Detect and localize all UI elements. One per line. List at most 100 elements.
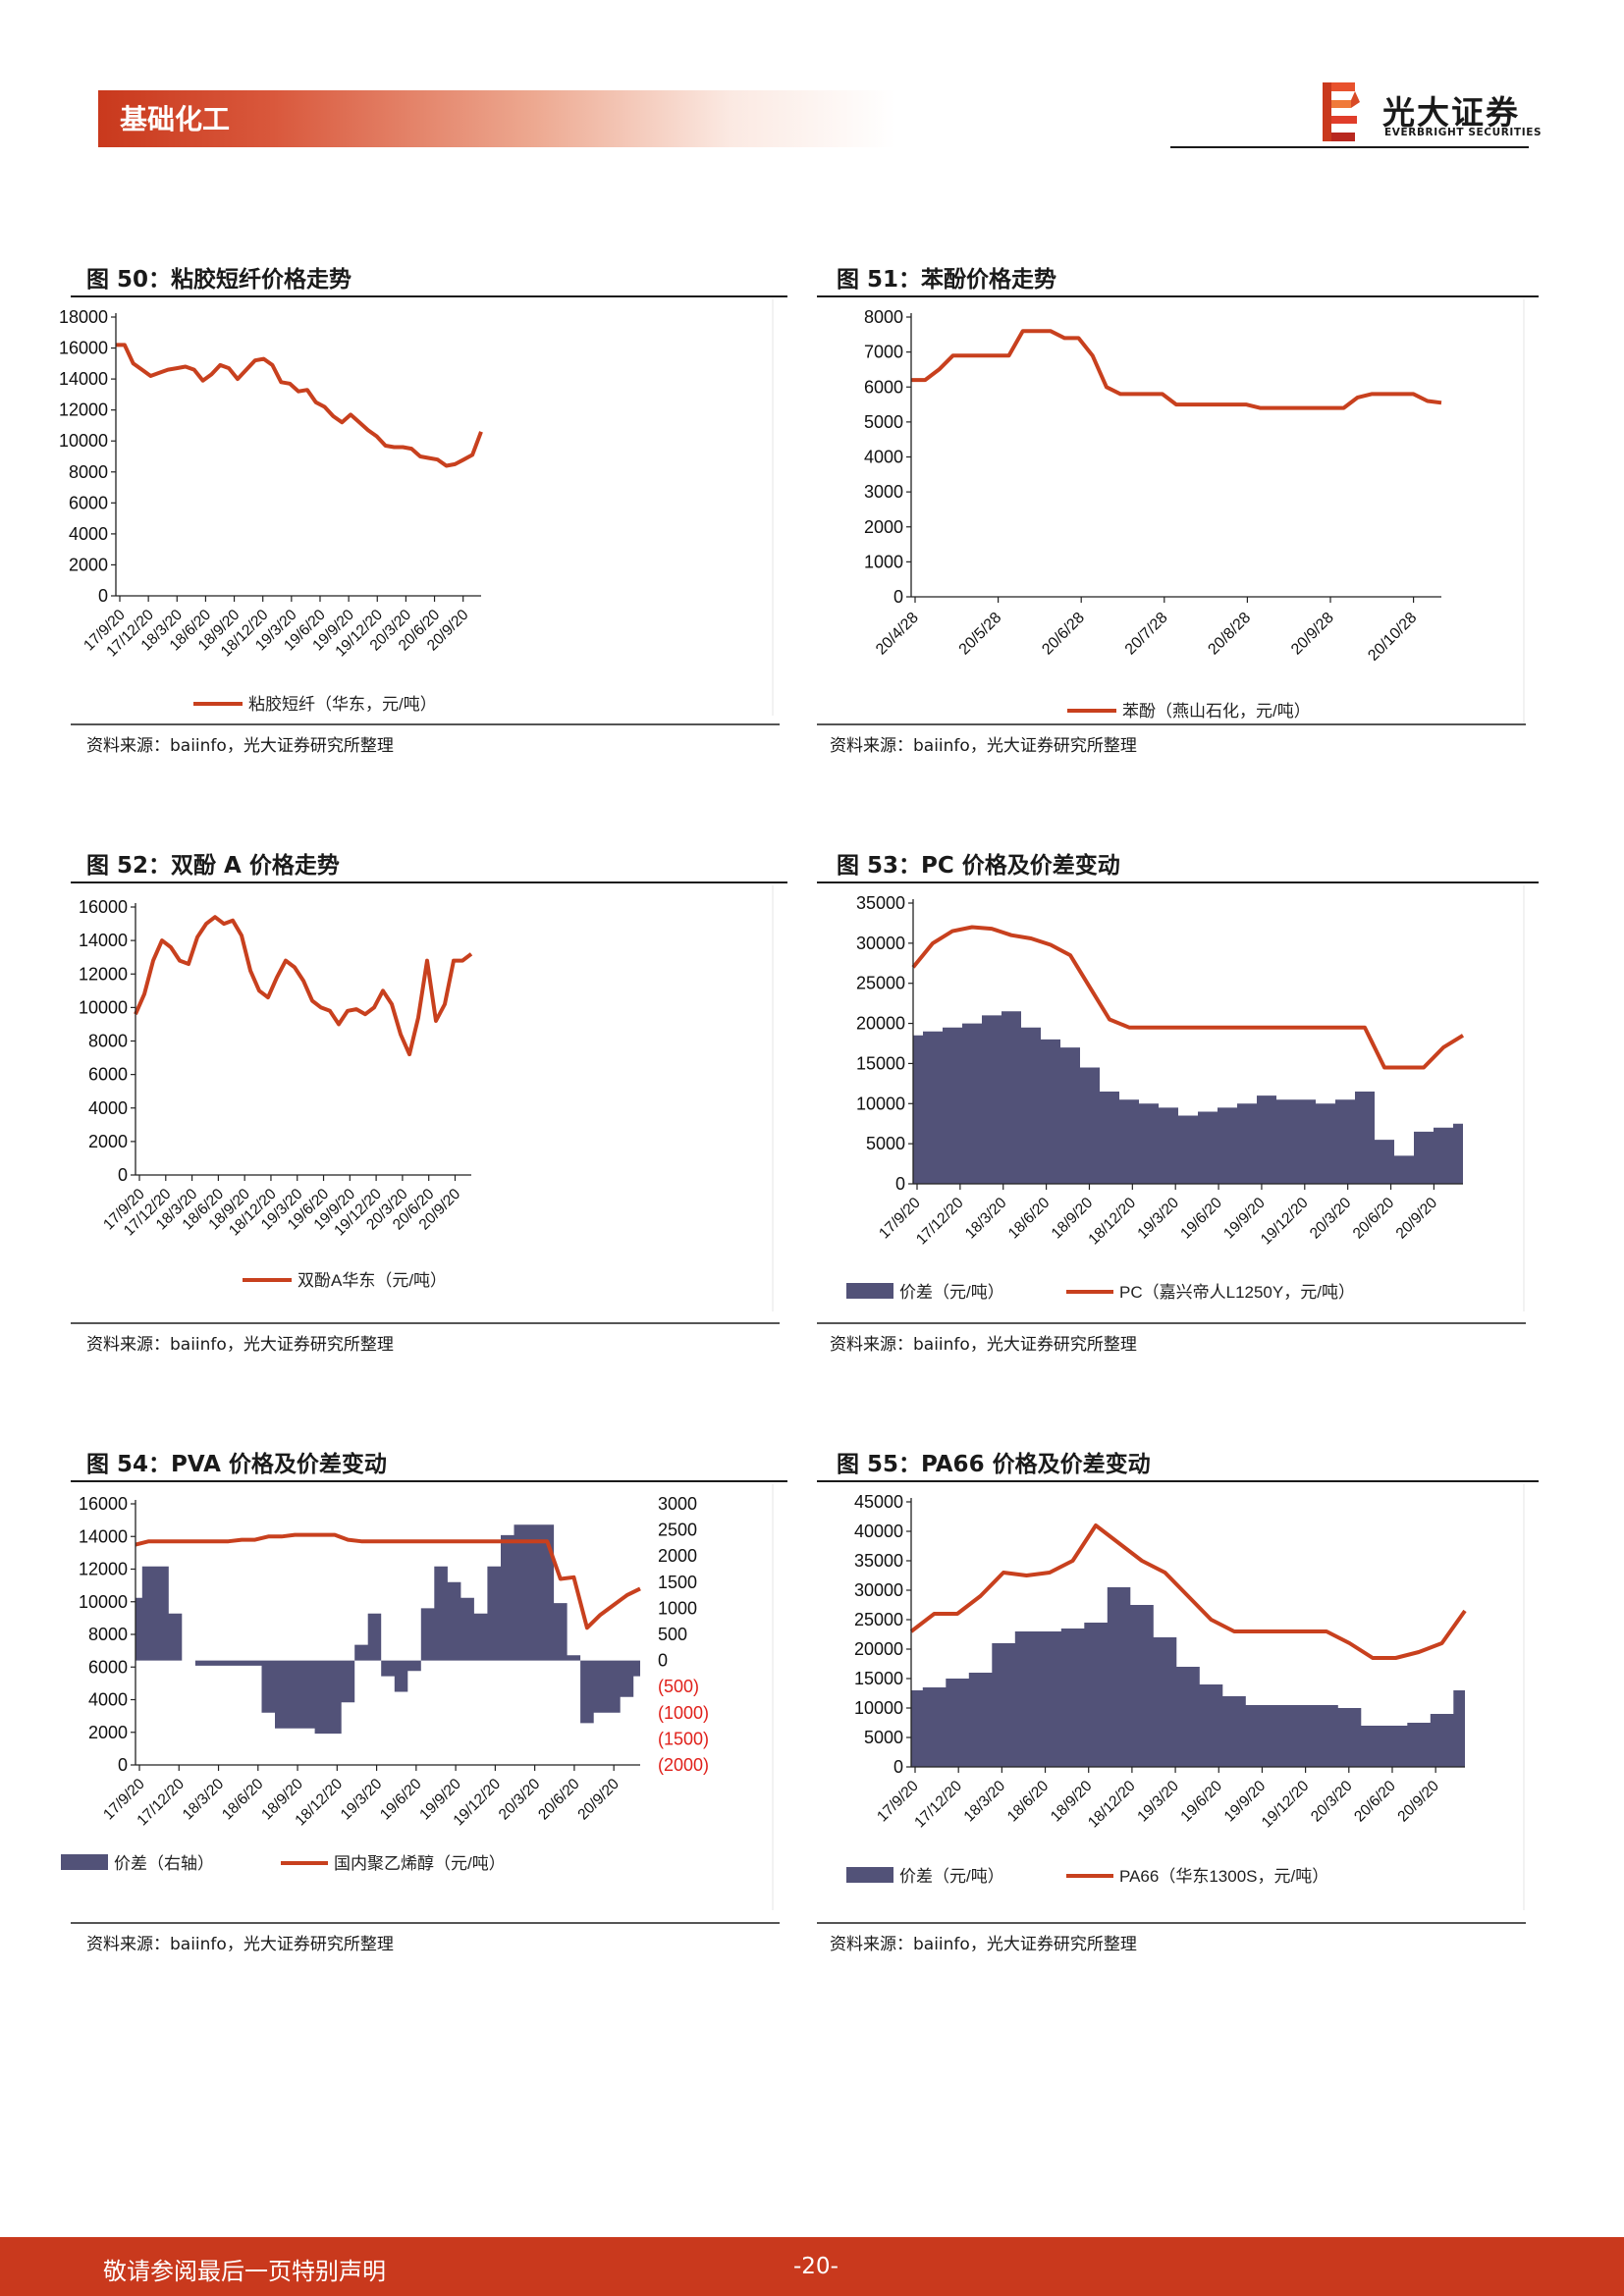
x-tick-label: 17/12/20 [913,1195,967,1249]
y-tick-label: 15000 [856,1053,905,1073]
y-tick-label: 0 [98,586,108,606]
source-rule [71,723,780,725]
x-tick-label: 18/3/20 [962,1195,1010,1243]
x-tick-label: 18/3/20 [961,1778,1009,1826]
y-tick-label: 10000 [79,1592,128,1612]
source-note: 资料来源：baiinfo，光大证券研究所整理 [86,1335,394,1355]
series-line [135,1532,641,1630]
y-tick-label: 4000 [88,1098,128,1118]
y-tick-label: 2000 [69,555,108,574]
y2-tick-label: 3000 [658,1494,697,1514]
y-tick-label: 25000 [856,974,905,993]
source-note: 资料来源：baiinfo，光大证券研究所整理 [86,736,394,756]
legend-label: 价差（元/吨） [899,1867,1004,1886]
y-tick-label: 0 [118,1755,128,1775]
x-tick-label: 18/12/20 [1085,1778,1139,1832]
y-tick-label: 8000 [88,1032,128,1051]
y-tick-label: 4000 [69,524,108,544]
chart-viscose-price: 0 2000 4000 6000 8000 10000 12000 14000 16000 180… [59,299,774,716]
x-tick-label: 18/6/20 [1005,1195,1054,1243]
x-tick-label: 18/12/20 [1085,1195,1139,1249]
y-tick-label: 14000 [59,369,108,389]
figure-title: 图 50：粘胶短纤价格走势 [86,267,352,293]
legend-swatch [846,1867,893,1883]
legend-label: 苯酚（燕山石化，元/吨） [1122,702,1311,721]
y-tick-label: 16000 [79,897,128,917]
x-tick-label: 19/6/20 [377,1776,425,1824]
y-tick-label: 12000 [79,1560,128,1579]
figure-title-rule [71,1480,787,1482]
legend-swatch [61,1854,108,1870]
y-tick-label: 0 [893,1757,903,1777]
chart-phenol-price: 0 1000 2000 3000 4000 5000 6000 7000 8000 20/4/28… [864,299,1525,725]
y-tick-label: 2000 [864,517,903,537]
chart-pva-spread: 0200040006000800010000120001400016000(20… [61,1484,774,1910]
y-tick-label: 6000 [864,377,903,397]
y-tick-label: 10000 [79,997,128,1017]
figure-title: 图 52：双酚 A 价格走势 [86,853,340,879]
y-tick-label: 30000 [854,1580,903,1600]
y2-tick-label: 500 [658,1625,687,1644]
x-tick-label: 19/12/20 [1258,1195,1312,1249]
x-tick-label: 18/6/20 [219,1776,267,1824]
y-tick-label: 4000 [864,448,903,467]
y-tick-label: 5000 [864,412,903,432]
y-tick-label: 14000 [79,931,128,950]
source-note: 资料来源：baiinfo，光大证券研究所整理 [830,1935,1137,1954]
series-line [911,925,1465,1070]
source-note: 资料来源：baiinfo，光大证券研究所整理 [86,1935,394,1954]
figure-title: 图 54：PVA 价格及价差变动 [86,1452,387,1477]
x-tick-label: 18/3/20 [180,1776,228,1824]
y-tick-label: 12000 [79,964,128,984]
y2-tick-label: (2000) [658,1755,709,1775]
y2-tick-label: 1500 [658,1573,697,1592]
footer-disclaimer: 敬请参阅最后一页特别声明 [103,2258,386,2285]
x-tick-label: 20/9/20 [1394,1778,1442,1826]
y-tick-label: 45000 [854,1492,903,1512]
x-tick-label: 20/6/28 [1039,610,1088,659]
x-tick-label: 19/3/20 [338,1776,386,1824]
legend-label: 价差（元/吨） [899,1283,1004,1302]
y-tick-label: 10000 [59,431,108,451]
figure-title-rule [817,881,1539,883]
y-tick-label: 5000 [866,1134,905,1153]
chart-pa66-spread: 0 5000 10000 15000 20000 25000 30000 35000 40000… [846,1484,1525,1910]
y-tick-label: 30000 [856,934,905,953]
y-tick-label: 6000 [88,1657,128,1677]
figure-title-rule [71,881,787,883]
x-tick-label: 20/3/20 [1307,1195,1355,1243]
y-tick-label: 15000 [854,1669,903,1688]
source-rule [817,1322,1526,1324]
x-tick-label: 19/3/20 [1134,1195,1182,1243]
figure-title: 图 53：PC 价格及价差变动 [837,853,1120,879]
legend-label: PC（嘉兴帝人L1250Y，元/吨） [1119,1283,1355,1302]
y-tick-label: 16000 [79,1494,128,1514]
source-note: 资料来源：baiinfo，光大证券研究所整理 [830,1335,1137,1355]
x-tick-label: 20/6/20 [1351,1778,1399,1826]
y2-tick-label: (1500) [658,1729,709,1748]
y2-tick-label: 2500 [658,1521,697,1540]
brand-logo-icon [1323,82,1360,141]
y-tick-label: 20000 [854,1639,903,1659]
x-tick-label: 20/9/20 [1393,1195,1441,1243]
series-area [135,1524,640,1735]
figure-title-rule [817,295,1539,297]
y-tick-label: 6000 [69,493,108,512]
x-tick-label: 20/8/28 [1205,610,1254,659]
section-title: 基础化工 [120,104,231,134]
series-area [911,1587,1465,1767]
y-tick-label: 8000 [864,307,903,327]
y-tick-label: 35000 [854,1551,903,1571]
series-area [913,1011,1463,1184]
brand-name-en: EVERBRIGHT SECURITIES [1384,127,1543,138]
series-line [134,915,473,1057]
source-rule [71,1322,780,1324]
y-tick-label: 20000 [856,1014,905,1034]
series-line [911,329,1442,410]
x-tick-label: 19/3/20 [1134,1778,1182,1826]
y-tick-label: 7000 [864,343,903,362]
x-tick-label: 20/6/20 [1350,1195,1398,1243]
x-tick-label: 19/12/20 [1259,1778,1313,1832]
y-tick-label: 6000 [88,1065,128,1085]
source-note: 资料来源：baiinfo，光大证券研究所整理 [830,736,1137,756]
